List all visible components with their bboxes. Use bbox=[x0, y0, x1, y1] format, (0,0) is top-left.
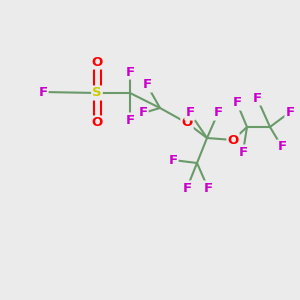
Text: O: O bbox=[182, 116, 193, 130]
Text: F: F bbox=[252, 92, 262, 104]
Text: F: F bbox=[125, 113, 135, 127]
Text: F: F bbox=[278, 140, 286, 154]
Text: F: F bbox=[125, 65, 135, 79]
Text: F: F bbox=[142, 79, 152, 92]
Text: F: F bbox=[168, 154, 178, 166]
Text: O: O bbox=[92, 56, 103, 68]
Text: F: F bbox=[285, 106, 295, 118]
Text: F: F bbox=[138, 106, 148, 119]
Text: F: F bbox=[182, 182, 192, 194]
Text: F: F bbox=[38, 85, 48, 98]
Text: F: F bbox=[213, 106, 223, 119]
Text: O: O bbox=[92, 116, 103, 130]
Text: F: F bbox=[185, 106, 195, 119]
Text: F: F bbox=[232, 97, 242, 110]
Text: F: F bbox=[238, 146, 247, 158]
Text: O: O bbox=[227, 134, 239, 146]
Text: F: F bbox=[203, 182, 213, 194]
Text: S: S bbox=[92, 86, 102, 100]
